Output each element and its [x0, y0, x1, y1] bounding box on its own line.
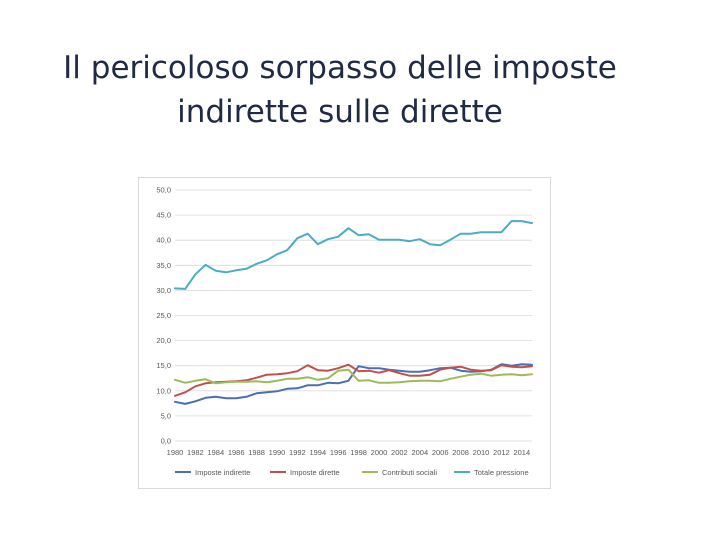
legend-label: Totale pressione	[474, 468, 529, 477]
x-tick-label: 2012	[493, 448, 510, 457]
y-tick-label: 15,0	[156, 361, 171, 370]
legend-label: Imposte indirette	[195, 468, 250, 477]
x-tick-label: 2014	[513, 448, 530, 457]
y-tick-label: 40,0	[156, 236, 171, 245]
x-tick-label: 1998	[350, 448, 367, 457]
y-tick-label: 30,0	[156, 286, 171, 295]
x-tick-label: 2002	[391, 448, 408, 457]
y-tick-label: 0,0	[161, 437, 171, 446]
x-tick-label: 1984	[207, 448, 224, 457]
series-line-imposte-indirette	[174, 363, 533, 405]
y-tick-label: 35,0	[156, 261, 171, 270]
x-tick-label: 1982	[187, 448, 204, 457]
x-tick-label: 2000	[371, 448, 388, 457]
x-tick-label: 1988	[248, 448, 265, 457]
slide-title: Il pericoloso sorpasso delle imposte ind…	[40, 46, 640, 134]
legend-label: Imposte dirette	[290, 468, 340, 477]
y-tick-label: 10,0	[156, 386, 171, 395]
x-tick-label: 1994	[309, 448, 326, 457]
x-tick-label: 1990	[269, 448, 286, 457]
x-tick-label: 2008	[452, 448, 469, 457]
x-tick-label: 1980	[167, 448, 184, 457]
chart-frame: 0,0 5,0 10,0 15,0 20,0 25,0 30,0 35,0 40,0 45,0 50…	[138, 177, 551, 489]
x-tick-label: 2006	[432, 448, 449, 457]
y-tick-label: 5,0	[161, 411, 171, 420]
x-tick-label: 2004	[411, 448, 428, 457]
x-tick-label: 1996	[330, 448, 347, 457]
x-tick-label: 2010	[473, 448, 490, 457]
slide-title-line-1: Il pericoloso sorpasso delle imposte	[63, 50, 617, 86]
slide-title-line-2: indirette sulle dirette	[177, 94, 503, 130]
y-tick-label: 50,0	[156, 186, 171, 195]
y-tick-label: 45,0	[156, 211, 171, 220]
line-chart: 0,0 5,0 10,0 15,0 20,0 25,0 30,0 35,0 40,0 45,0 50…	[156, 186, 533, 477]
series-line-contributi-sociali	[174, 368, 533, 385]
x-tick-label: 1986	[228, 448, 245, 457]
x-tick-label: 1992	[289, 448, 306, 457]
series-line-totale-pressione	[174, 220, 533, 290]
y-tick-label: 20,0	[156, 336, 171, 345]
y-tick-label: 25,0	[156, 311, 171, 320]
legend-label: Contributi sociali	[382, 468, 437, 477]
